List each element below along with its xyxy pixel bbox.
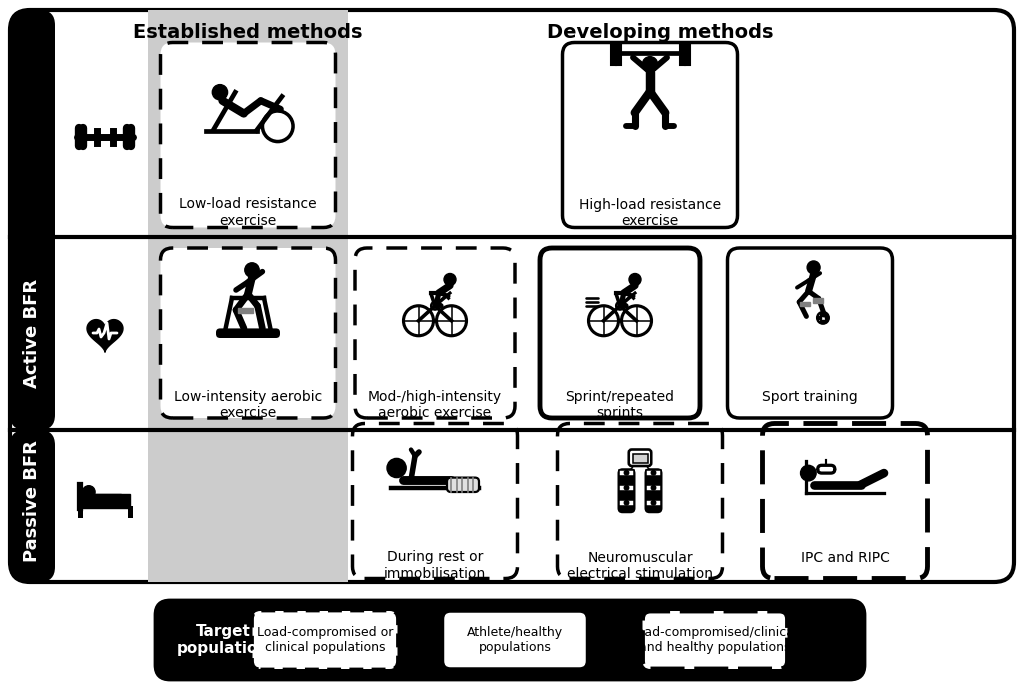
Circle shape — [807, 261, 820, 274]
FancyBboxPatch shape — [617, 468, 636, 513]
Circle shape — [387, 459, 407, 477]
Text: Target
population: Target population — [177, 624, 269, 656]
FancyBboxPatch shape — [216, 329, 280, 338]
Circle shape — [245, 263, 259, 277]
Text: Sprint/repeated
sprints: Sprint/repeated sprints — [565, 390, 675, 420]
Circle shape — [651, 486, 655, 490]
Circle shape — [642, 57, 657, 72]
Bar — [239, 308, 253, 313]
Bar — [646, 470, 662, 476]
Polygon shape — [818, 316, 821, 319]
Text: High-load resistance
exercise: High-load resistance exercise — [579, 197, 721, 228]
Text: Mod-/high-intensity
aerobic exercise: Mod-/high-intensity aerobic exercise — [368, 390, 502, 420]
Text: Sport training: Sport training — [762, 390, 858, 404]
Polygon shape — [87, 320, 123, 352]
FancyBboxPatch shape — [727, 248, 893, 418]
Circle shape — [83, 486, 95, 498]
Bar — [80, 494, 130, 508]
Circle shape — [625, 486, 629, 490]
Circle shape — [801, 465, 816, 481]
Text: Established methods: Established methods — [133, 22, 362, 42]
FancyBboxPatch shape — [253, 611, 397, 669]
Circle shape — [651, 500, 655, 505]
Text: Load-compromised or
clinical populations: Load-compromised or clinical populations — [257, 626, 393, 654]
Circle shape — [444, 274, 456, 286]
FancyBboxPatch shape — [161, 42, 336, 227]
FancyBboxPatch shape — [447, 477, 479, 492]
FancyBboxPatch shape — [629, 450, 651, 466]
Bar — [800, 302, 810, 306]
Text: Passive BFR: Passive BFR — [23, 440, 41, 562]
Text: Low-load resistance
exercise: Low-load resistance exercise — [179, 197, 316, 228]
Text: Active BFR: Active BFR — [23, 279, 41, 388]
Polygon shape — [820, 313, 822, 316]
FancyBboxPatch shape — [352, 423, 517, 578]
Polygon shape — [825, 316, 828, 319]
Bar — [148, 10, 348, 582]
FancyBboxPatch shape — [642, 611, 787, 669]
Polygon shape — [823, 313, 826, 316]
Text: Load-compromised/clinical
and healthy populations: Load-compromised/clinical and healthy po… — [631, 626, 799, 654]
Bar — [618, 500, 634, 506]
Text: During rest or
immobilisation: During rest or immobilisation — [384, 550, 486, 581]
Polygon shape — [820, 320, 822, 322]
FancyBboxPatch shape — [818, 465, 835, 473]
FancyBboxPatch shape — [155, 600, 865, 680]
FancyBboxPatch shape — [562, 42, 737, 227]
Text: Low-intensity aerobic
exercise: Low-intensity aerobic exercise — [174, 390, 323, 420]
Text: Athlete/healthy
populations: Athlete/healthy populations — [467, 626, 563, 654]
Bar — [646, 500, 662, 506]
Circle shape — [212, 85, 227, 100]
FancyBboxPatch shape — [355, 248, 515, 418]
FancyBboxPatch shape — [442, 611, 588, 669]
Circle shape — [625, 471, 629, 475]
Bar — [813, 298, 823, 303]
FancyBboxPatch shape — [540, 248, 700, 418]
FancyBboxPatch shape — [644, 468, 663, 513]
FancyBboxPatch shape — [763, 423, 928, 578]
Bar — [618, 484, 634, 491]
FancyBboxPatch shape — [557, 423, 723, 578]
Circle shape — [625, 500, 629, 505]
Bar — [646, 484, 662, 491]
Circle shape — [629, 274, 641, 286]
Text: Developing methods: Developing methods — [547, 22, 773, 42]
FancyBboxPatch shape — [10, 10, 1014, 582]
Text: IPC and RIPC: IPC and RIPC — [801, 550, 890, 564]
Bar — [94, 494, 121, 505]
Text: Neuromuscular
electrical stimulation: Neuromuscular electrical stimulation — [567, 550, 713, 581]
FancyBboxPatch shape — [10, 10, 55, 430]
Polygon shape — [823, 320, 826, 322]
Circle shape — [651, 471, 655, 475]
FancyBboxPatch shape — [161, 248, 336, 418]
Bar — [633, 454, 647, 463]
Bar — [618, 470, 634, 476]
FancyBboxPatch shape — [10, 430, 55, 582]
